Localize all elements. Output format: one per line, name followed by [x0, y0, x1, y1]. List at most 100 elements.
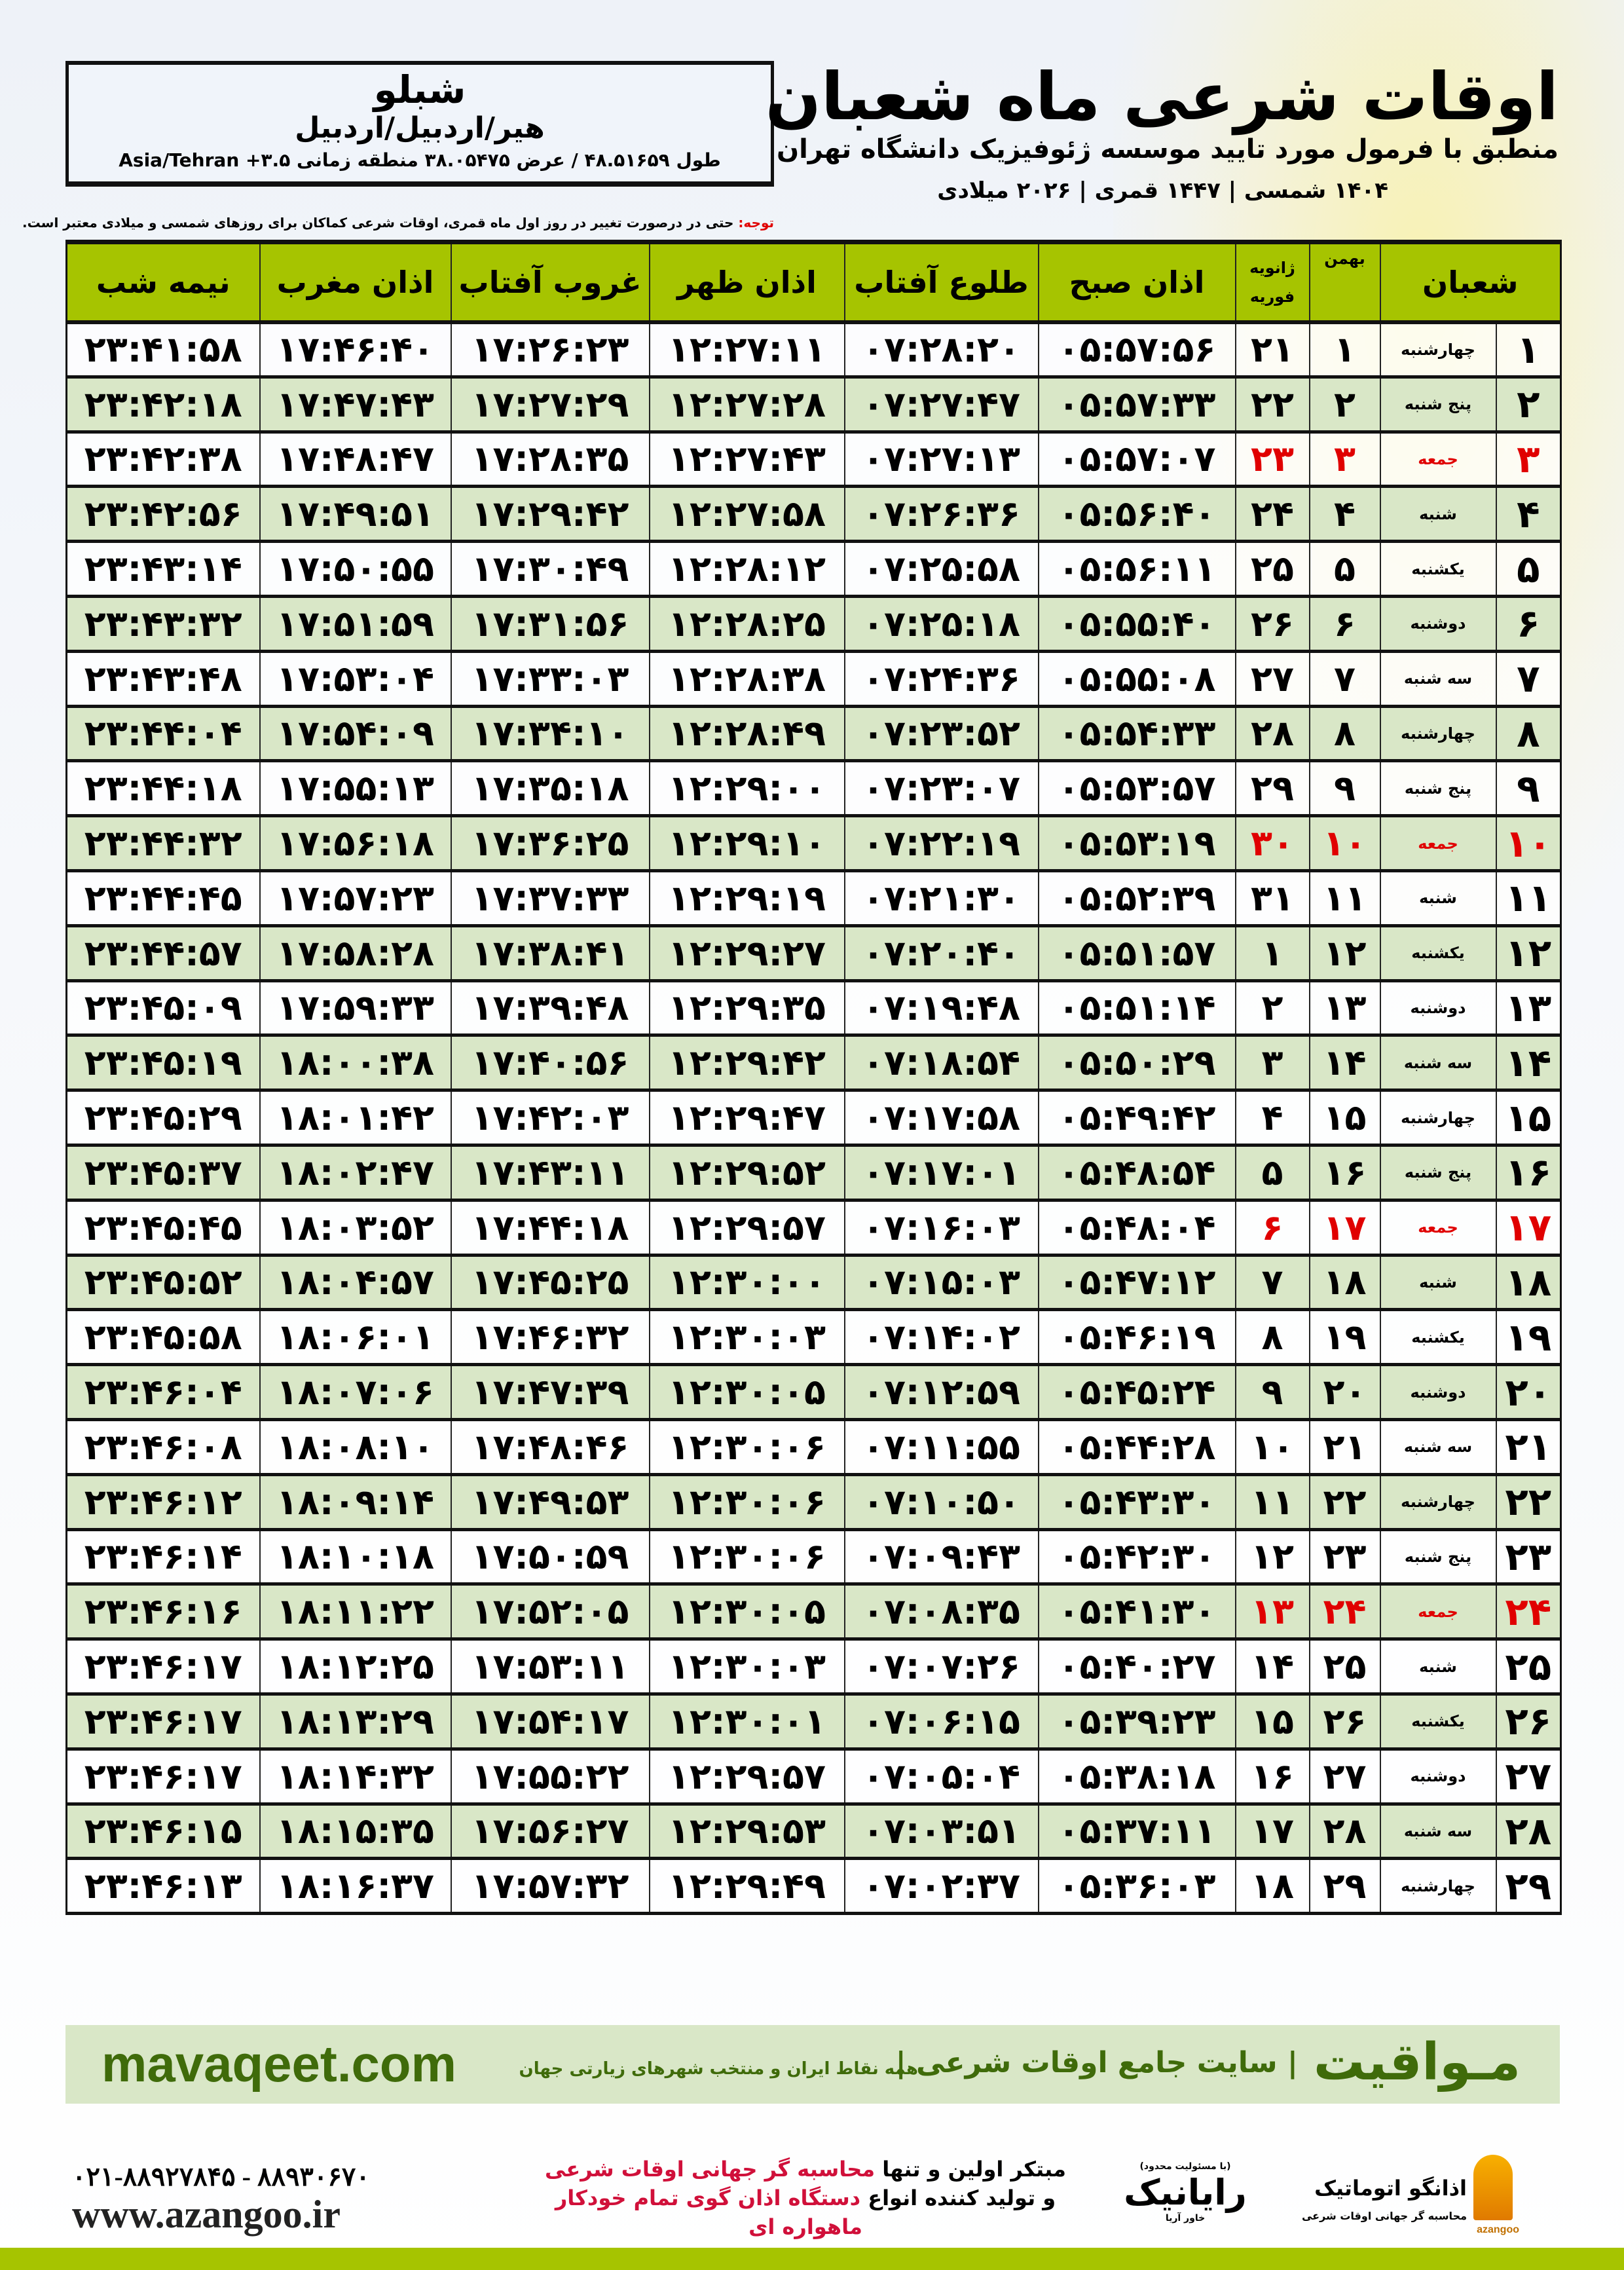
dhuhr-time: ۱۲:۲۹:۱۹ — [648, 870, 845, 927]
maghrib-time: ۱۷:۴۹:۵۱ — [259, 486, 451, 544]
col-february: فوریه — [1249, 287, 1295, 306]
fajr-time: ۰۵:۴۴:۲۸ — [1037, 1419, 1236, 1476]
sunset-time: ۱۷:۲۶:۲۳ — [450, 322, 650, 379]
table-row: ۱۵ چهارشنبه ۱۵ ۴ ۰۵:۴۹:۴۲ ۰۷:۱۷:۵۸ ۱۲:۲۹:۴۷ ۱۷:… — [65, 1090, 1561, 1147]
sunrise-time: ۰۷:۰۲:۳۷ — [843, 1858, 1039, 1916]
location-name: شبلو — [373, 67, 466, 112]
sunrise-time: ۰۷:۲۰:۴۰ — [843, 925, 1039, 982]
fajr-time: ۰۵:۴۶:۱۹ — [1037, 1309, 1236, 1367]
promo-1b: محاسبه گر جهانی اوقات شرعی — [545, 2157, 876, 2182]
fajr-time: ۰۵:۵۷:۳۳ — [1037, 377, 1236, 434]
fajr-time: ۰۵:۵۵:۰۸ — [1037, 651, 1236, 708]
sunset-time: ۱۷:۴۰:۵۶ — [450, 1035, 650, 1092]
shaban-day: ۲۸ — [1495, 1804, 1561, 1861]
bahman-day: ۲۳ — [1308, 1529, 1380, 1586]
table-row: ۱۳ دوشنبه ۱۳ ۲ ۰۵:۵۱:۱۴ ۰۷:۱۹:۴۸ ۱۲:۲۹:۳۵ ۱۷:۳۹… — [65, 980, 1561, 1037]
dhuhr-time: ۱۲:۳۰:۰۶ — [648, 1419, 845, 1476]
gregorian-day: ۱۸ — [1234, 1858, 1310, 1916]
sunrise-time: ۰۷:۲۱:۳۰ — [843, 870, 1039, 927]
gregorian-day: ۲۸ — [1234, 706, 1310, 763]
bahman-day: ۸ — [1308, 706, 1380, 763]
weekday: چهارشنبه — [1379, 1090, 1496, 1147]
shaban-day: ۶ — [1495, 596, 1561, 653]
dhuhr-time: ۱۲:۳۰:۰۵ — [648, 1364, 845, 1421]
sunset-time: ۱۷:۵۳:۱۱ — [450, 1639, 650, 1696]
shaban-day: ۲۲ — [1495, 1474, 1561, 1531]
maghrib-time: ۱۸:۰۳:۵۲ — [259, 1200, 451, 1257]
midnight-time: ۲۳:۴۶:۰۴ — [65, 1364, 260, 1421]
azangoo-en: azangoo — [1477, 2224, 1519, 2235]
sunset-time: ۱۷:۴۲:۰۳ — [450, 1090, 650, 1147]
bahman-day: ۲۵ — [1308, 1639, 1380, 1696]
page-title: اوقات شرعی ماه شعبان — [765, 58, 1560, 135]
dhuhr-time: ۱۲:۲۷:۲۸ — [648, 377, 845, 434]
promo-2b: دستگاه اذان گوی تمام خودکار ماهواره ای — [555, 2186, 862, 2239]
bahman-day: ۱۹ — [1308, 1309, 1380, 1367]
fajr-time: ۰۵:۴۵:۲۴ — [1037, 1364, 1236, 1421]
bahman-day: ۲۹ — [1308, 1858, 1380, 1916]
bahman-day: ۱۲ — [1308, 925, 1380, 982]
calendar-years: ۱۴۰۴ شمسی | ۱۴۴۷ قمری | ۲۰۲۶ میلادی — [937, 177, 1388, 204]
table-row: ۲۴ جمعه ۲۴ ۱۳ ۰۵:۴۱:۳۰ ۰۷:۰۸:۳۵ ۱۲:۳۰:۰۵ ۱۷:۵۲:… — [65, 1584, 1561, 1641]
gregorian-day: ۳ — [1234, 1035, 1310, 1092]
midnight-time: ۲۳:۴۶:۱۲ — [65, 1474, 260, 1531]
sunset-time: ۱۷:۳۹:۴۸ — [450, 980, 650, 1037]
sunset-time: ۱۷:۵۰:۵۹ — [450, 1529, 650, 1586]
gregorian-day: ۱۵ — [1234, 1694, 1310, 1751]
maghrib-time: ۱۸:۰۱:۴۲ — [259, 1090, 451, 1147]
shaban-day: ۱ — [1495, 322, 1561, 379]
gregorian-day: ۱۷ — [1234, 1804, 1310, 1861]
gregorian-day: ۹ — [1234, 1364, 1310, 1421]
shaban-day: ۹ — [1495, 760, 1561, 818]
midnight-time: ۲۳:۴۶:۱۷ — [65, 1639, 260, 1696]
sunrise-time: ۰۷:۱۴:۰۲ — [843, 1309, 1039, 1367]
fajr-time: ۰۵:۵۶:۱۱ — [1037, 541, 1236, 598]
table-row: ۷ سه شنبه ۷ ۲۷ ۰۵:۵۵:۰۸ ۰۷:۲۴:۳۶ ۱۲:۲۸:۳۸ ۱۷:۳۳… — [65, 651, 1561, 708]
dhuhr-time: ۱۲:۲۷:۱۱ — [648, 322, 845, 379]
dhuhr-time: ۱۲:۲۹:۵۷ — [648, 1200, 845, 1257]
table-row: ۲۵ شنبه ۲۵ ۱۴ ۰۵:۴۰:۲۷ ۰۷:۰۷:۲۶ ۱۲:۳۰:۰۳ ۱۷:۵۳:… — [65, 1639, 1561, 1696]
weekday: پنج شنبه — [1379, 1145, 1496, 1202]
shaban-day: ۲۰ — [1495, 1364, 1561, 1421]
bahman-day: ۱۸ — [1308, 1255, 1380, 1312]
maghrib-time: ۱۷:۵۱:۵۹ — [259, 596, 451, 653]
sunrise-time: ۰۷:۱۶:۰۳ — [843, 1200, 1039, 1257]
weekday: شنبه — [1379, 870, 1496, 927]
col-sunrise: طلوع آفتاب — [843, 240, 1039, 324]
location-path: هیر/اردبیل/اردبیل — [295, 111, 545, 145]
gregorian-day: ۲۷ — [1234, 651, 1310, 708]
fajr-time: ۰۵:۴۰:۲۷ — [1037, 1639, 1236, 1696]
col-dhuhr: اذان ظهر — [648, 240, 845, 324]
sunset-time: ۱۷:۲۹:۴۲ — [450, 486, 650, 544]
raynik-name: رایانیک — [1124, 2172, 1247, 2213]
sunset-time: ۱۷:۳۸:۴۱ — [450, 925, 650, 982]
col-fajr: اذان صبح — [1037, 240, 1236, 324]
sunset-time: ۱۷:۵۴:۱۷ — [450, 1694, 650, 1751]
fajr-time: ۰۵:۵۴:۳۳ — [1037, 706, 1236, 763]
gregorian-day: ۱۰ — [1234, 1419, 1310, 1476]
dhuhr-time: ۱۲:۲۹:۵۷ — [648, 1749, 845, 1806]
weekday: چهارشنبه — [1379, 1858, 1496, 1916]
table-row: ۲۲ چهارشنبه ۲۲ ۱۱ ۰۵:۴۳:۳۰ ۰۷:۱۰:۵۰ ۱۲:۳۰:۰۶ ۱۷… — [65, 1474, 1561, 1531]
fajr-time: ۰۵:۵۷:۰۷ — [1037, 432, 1236, 489]
maghrib-time: ۱۷:۵۸:۲۸ — [259, 925, 451, 982]
azangoo-link[interactable]: www.azangoo.ir — [72, 2193, 341, 2236]
maghrib-time: ۱۷:۵۳:۰۴ — [259, 651, 451, 708]
fajr-time: ۰۵:۴۹:۴۲ — [1037, 1090, 1236, 1147]
sunrise-time: ۰۷:۲۳:۰۷ — [843, 760, 1039, 818]
dhuhr-time: ۱۲:۲۷:۵۸ — [648, 486, 845, 544]
midnight-time: ۲۳:۴۵:۵۲ — [65, 1255, 260, 1312]
maghrib-time: ۱۷:۴۸:۴۷ — [259, 432, 451, 489]
gregorian-day: ۲۶ — [1234, 596, 1310, 653]
maghrib-time: ۱۸:۰۶:۰۱ — [259, 1309, 451, 1367]
table-row: ۹ پنج شنبه ۹ ۲۹ ۰۵:۵۳:۵۷ ۰۷:۲۳:۰۷ ۱۲:۲۹:۰۰ ۱۷:۳… — [65, 760, 1561, 818]
sunrise-time: ۰۷:۱۷:۰۱ — [843, 1145, 1039, 1202]
shaban-day: ۲۴ — [1495, 1584, 1561, 1641]
promo-1a: مبتکر اولین و تنها — [875, 2157, 1066, 2182]
maghrib-time: ۱۸:۰۴:۵۷ — [259, 1255, 451, 1312]
brand-logo-text: مـواقیت — [1313, 2033, 1521, 2092]
weekday: شنبه — [1379, 486, 1496, 544]
weekday: سه شنبه — [1379, 651, 1496, 708]
weekday: پنج شنبه — [1379, 377, 1496, 434]
site-link[interactable]: mavaqeet.com — [101, 2035, 456, 2093]
